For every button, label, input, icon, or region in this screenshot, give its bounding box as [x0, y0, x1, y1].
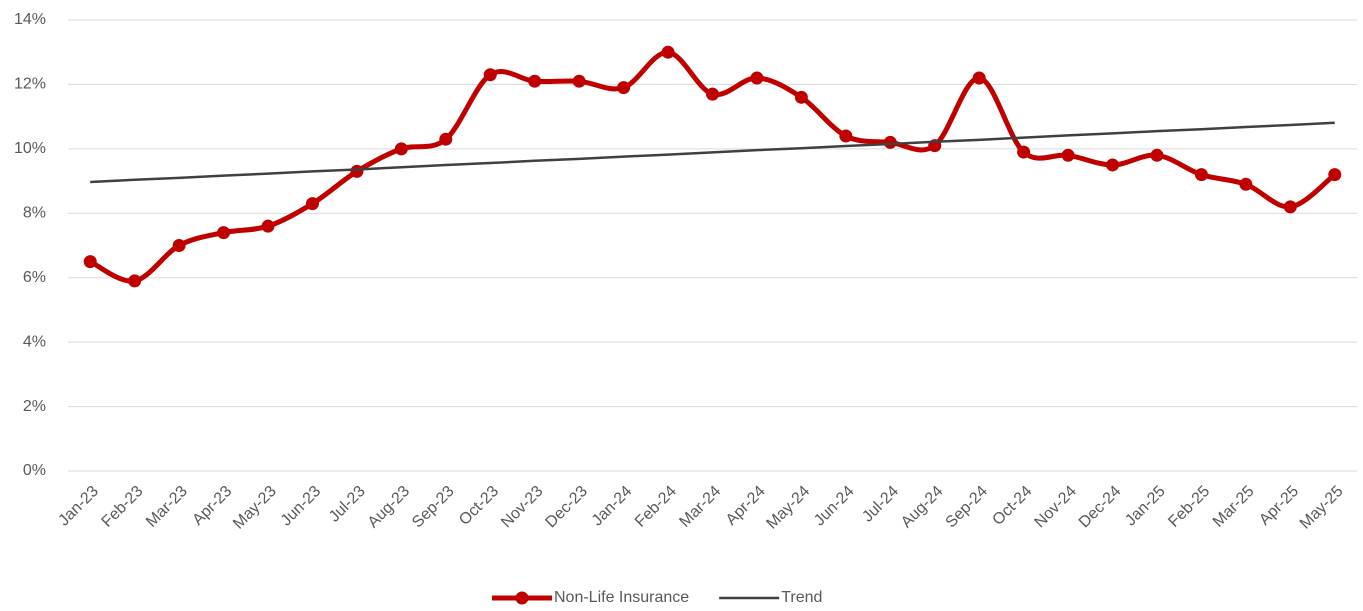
data-point: [1283, 200, 1297, 214]
x-tick-label: Dec-24: [1076, 483, 1125, 532]
data-point: [1017, 145, 1031, 159]
x-tick-label: Apr-24: [723, 483, 769, 529]
x-tick-label: Apr-25: [1256, 483, 1302, 529]
data-point: [394, 142, 408, 156]
data-point: [483, 68, 497, 82]
x-tick-label: Aug-23: [365, 483, 414, 532]
x-tick-label: Jan-23: [55, 483, 102, 530]
x-tick-label: Oct-24: [989, 483, 1035, 529]
x-tick-label: Mar-24: [676, 483, 724, 531]
legend-label: Trend: [781, 589, 822, 606]
y-tick-label: 14%: [14, 11, 46, 28]
x-tick-label: Jun-23: [278, 483, 325, 530]
data-point: [1239, 177, 1253, 191]
y-tick-label: 12%: [14, 76, 46, 93]
x-tick-label: Jan-25: [1122, 483, 1169, 530]
series-line: [90, 121, 1335, 184]
data-point: [617, 81, 631, 95]
x-tick-label: May-23: [230, 483, 280, 533]
data-point: [217, 226, 231, 240]
data-point: [350, 164, 364, 178]
x-tick-label: Aug-24: [898, 483, 947, 532]
data-point: [750, 71, 764, 85]
data-point: [528, 74, 542, 88]
data-point: [794, 90, 808, 104]
y-tick-label: 4%: [23, 333, 46, 350]
data-point: [1328, 168, 1342, 182]
y-tick-label: 0%: [23, 462, 46, 479]
x-tick-label: Mar-25: [1210, 483, 1258, 531]
data-point: [1194, 168, 1208, 182]
legend-label: Non-Life Insurance: [554, 589, 689, 606]
data-point: [572, 74, 586, 88]
x-tick-label: Jul-24: [859, 483, 902, 526]
y-tick-label: 2%: [23, 398, 46, 415]
x-tick-label: Sep-23: [409, 483, 458, 532]
x-tick-label: May-24: [763, 483, 813, 533]
data-point: [261, 219, 275, 233]
series-line: [89, 49, 1337, 284]
x-tick-label: Jan-24: [589, 483, 636, 530]
legend-marker: [515, 591, 529, 605]
data-point: [1061, 148, 1075, 162]
x-tick-label: Dec-23: [542, 483, 591, 532]
x-tick-label: Feb-25: [1165, 483, 1213, 531]
x-tick-label: Oct-23: [456, 483, 502, 529]
data-point: [661, 45, 675, 59]
data-point: [439, 132, 453, 146]
data-point: [1150, 148, 1164, 162]
x-tick-label: Jun-24: [811, 483, 858, 530]
x-tick-label: May-25: [1297, 483, 1347, 533]
x-tick-label: Mar-23: [143, 483, 191, 531]
x-tick-label: Feb-23: [99, 483, 147, 531]
x-tick-label: Nov-24: [1031, 483, 1080, 532]
data-point: [305, 197, 319, 211]
data-point: [839, 129, 853, 143]
y-tick-label: 8%: [23, 205, 46, 222]
data-point: [883, 135, 897, 149]
data-point: [172, 239, 186, 252]
data-point: [128, 274, 142, 288]
data-point: [972, 71, 986, 85]
y-tick-label: 10%: [14, 140, 46, 157]
x-tick-label: Sep-24: [942, 483, 991, 532]
x-tick-label: Nov-23: [498, 483, 547, 532]
x-tick-label: Apr-23: [189, 483, 235, 529]
data-point: [706, 87, 719, 101]
data-point: [83, 255, 97, 269]
data-point: [1106, 158, 1120, 172]
x-tick-label: Feb-24: [632, 483, 680, 531]
y-tick-label: 6%: [23, 269, 46, 286]
x-tick-label: Jul-23: [326, 483, 369, 526]
